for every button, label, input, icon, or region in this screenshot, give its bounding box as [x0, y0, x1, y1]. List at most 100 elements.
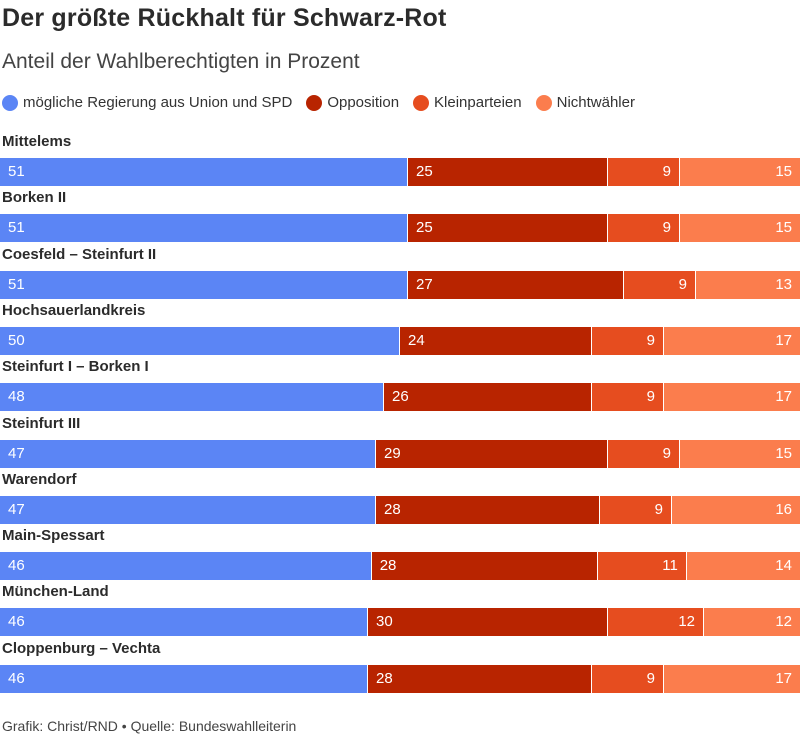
- category-label: München-Land: [2, 583, 109, 601]
- data-label: 13: [775, 275, 792, 293]
- chart-row: München-Land 46 30 12 12: [0, 580, 800, 637]
- data-label: 24: [408, 331, 425, 349]
- bar-segment: 9: [608, 158, 680, 186]
- bar-segment: 17: [664, 664, 800, 693]
- legend-swatch: [535, 94, 552, 111]
- data-label: 9: [646, 331, 655, 349]
- category-label: Steinfurt III: [2, 414, 81, 432]
- legend-label: Nichtwähler: [556, 94, 635, 111]
- data-label: 51: [8, 163, 25, 180]
- legend-label: mögliche Regierung aus Union und SPD: [23, 94, 293, 111]
- data-label: 50: [8, 331, 25, 349]
- legend: mögliche Regierung aus Union und SPD Oppo…: [2, 94, 635, 111]
- category-label: Steinfurt I – Borken I: [2, 358, 149, 376]
- data-label: 28: [379, 557, 397, 575]
- data-label: 12: [775, 613, 792, 631]
- data-label: 11: [662, 557, 678, 575]
- data-label: 17: [775, 331, 792, 349]
- category-label: Hochsauerlandkreis: [2, 301, 146, 319]
- bar-segment: 9: [600, 495, 672, 524]
- legend-swatch: [306, 94, 323, 111]
- legend-label: Opposition: [327, 94, 400, 111]
- bar-segment: 28: [368, 664, 592, 693]
- stacked-bar: 50 24 9 17: [0, 326, 800, 355]
- data-label: 48: [8, 388, 25, 406]
- data-label: 17: [775, 388, 792, 406]
- stacked-bar: 46 28 9 17: [0, 664, 800, 693]
- stacked-bar: 47 28 9 16: [0, 495, 800, 524]
- data-label: 15: [775, 219, 792, 237]
- category-label: Cloppenburg – Vechta: [2, 639, 161, 657]
- bar-segment: 46: [0, 664, 368, 693]
- stacked-bar: 47 29 9 15: [0, 439, 800, 468]
- bar-segment: 51: [0, 270, 408, 299]
- data-label: 28: [376, 669, 393, 687]
- data-label: 9: [654, 500, 663, 518]
- category-label: Coesfeld – Steinfurt II: [2, 245, 157, 263]
- source-footer: Grafik: Christ/RND • Quelle: Bundeswahll…: [2, 718, 297, 734]
- bar-segment: 28: [376, 495, 600, 524]
- data-label: 30: [376, 613, 393, 631]
- bar-segment: 26: [384, 383, 592, 412]
- bar-segment: 9: [608, 214, 680, 243]
- legend-swatch: [413, 94, 430, 111]
- bar-segment: 25: [408, 214, 608, 243]
- category-label: Main-Spessart: [2, 527, 105, 545]
- stacked-bar: 51 25 9 15: [0, 158, 800, 186]
- category-label: Mittelems: [2, 133, 72, 150]
- data-label: 17: [775, 669, 792, 687]
- data-label: 9: [646, 388, 655, 406]
- bar-segment: 47: [0, 495, 376, 524]
- data-label: 46: [8, 669, 25, 687]
- data-label: 47: [8, 500, 25, 518]
- legend-label: Kleinparteien: [434, 94, 522, 111]
- bar-segment: 9: [592, 664, 664, 693]
- chart-row: Hochsauerlandkreis 50 24 9 17: [0, 299, 800, 355]
- bar-segment: 9: [608, 439, 680, 468]
- data-label: 46: [8, 613, 25, 631]
- bar-segment: 51: [0, 158, 408, 186]
- legend-item: mögliche Regierung aus Union und SPD: [2, 94, 292, 111]
- data-label: 12: [678, 613, 695, 631]
- data-label: 27: [416, 275, 433, 293]
- data-label: 28: [384, 500, 401, 518]
- bar-segment: 28: [371, 552, 598, 581]
- data-label: 9: [646, 669, 655, 687]
- legend-item: Nichtwähler: [535, 94, 635, 111]
- chart-subtitle: Anteil der Wahlberechtigten in Prozent: [2, 50, 360, 73]
- bar-segment: 46: [0, 608, 368, 637]
- bar-segment: 13: [696, 270, 800, 299]
- data-label: 25: [416, 163, 433, 180]
- data-label: 47: [8, 444, 25, 462]
- bar-segment: 29: [376, 439, 608, 468]
- chart-row: Main-Spessart 46 28 11 14: [0, 524, 800, 581]
- data-label: 9: [662, 444, 671, 462]
- chart-row: Coesfeld – Steinfurt II 51 27 9 13: [0, 243, 800, 299]
- bar-segment: 25: [408, 158, 608, 186]
- data-label: 9: [662, 163, 671, 180]
- chart-row: Steinfurt I – Borken I 48 26 9 17: [0, 355, 800, 412]
- bar-segment: 27: [408, 270, 624, 299]
- chart-row: Cloppenburg – Vechta 46 28 9 17: [0, 637, 800, 693]
- bar-segment: 12: [704, 608, 800, 637]
- stacked-bar: 46 28 11 14: [0, 552, 800, 581]
- bar-segment: 51: [0, 214, 408, 243]
- bar-segment: 11: [597, 552, 687, 581]
- bar-segment: 9: [592, 383, 664, 412]
- bar-segment: 30: [368, 608, 608, 637]
- data-label: 51: [8, 275, 25, 293]
- legend-item: Kleinparteien: [413, 94, 522, 111]
- data-label: 51: [8, 219, 25, 237]
- data-label: 46: [8, 557, 25, 575]
- bar-segment: 17: [664, 383, 800, 412]
- data-label: 14: [775, 557, 792, 575]
- legend-item: Opposition: [306, 94, 399, 111]
- legend-swatch: [2, 94, 18, 111]
- bar-segment: 15: [680, 214, 800, 243]
- bar-segment: 24: [400, 326, 592, 355]
- data-label: 16: [775, 500, 792, 518]
- bar-segment: 15: [680, 439, 800, 468]
- bar-segment: 9: [624, 270, 696, 299]
- category-label: Borken II: [2, 189, 67, 207]
- bar-segment: 17: [664, 326, 800, 355]
